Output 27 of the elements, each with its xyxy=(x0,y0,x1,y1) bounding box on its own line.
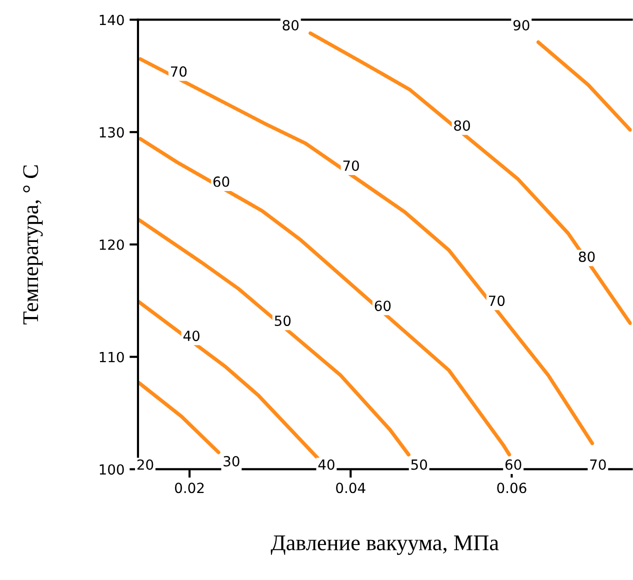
annotation: 60 xyxy=(374,300,391,312)
y-tick-label: 100 xyxy=(100,464,124,475)
annotation: 20 xyxy=(137,459,154,470)
annotation: 80 xyxy=(578,251,595,262)
x-tick-label: 0.02 xyxy=(174,482,204,494)
annotation: 70 xyxy=(343,160,359,171)
y-tick-label: 140 xyxy=(100,14,124,26)
annotation: 70 xyxy=(170,66,187,77)
annotation: 80 xyxy=(454,120,470,131)
y-tick-label: 120 xyxy=(100,239,124,250)
x-tick-label: 0.06 xyxy=(497,482,526,494)
annotation: 70 xyxy=(590,459,606,470)
annotation: 70 xyxy=(488,296,505,306)
y-tick-label: 130 xyxy=(100,127,124,138)
annotation: 30 xyxy=(224,456,240,467)
annotation: 60 xyxy=(213,176,230,187)
annotation: 50 xyxy=(274,316,291,326)
annotation: 40 xyxy=(318,459,334,470)
annotation: 40 xyxy=(183,330,200,342)
annotation: 90 xyxy=(513,20,530,30)
x-tick-label: 0.04 xyxy=(336,482,366,494)
x-axis-title: Давление вакуума, МПа xyxy=(270,536,499,555)
annotation: 80 xyxy=(282,20,299,30)
y-tick-label: 110 xyxy=(100,352,124,362)
annotation: 60 xyxy=(505,459,522,470)
annotation: 50 xyxy=(411,459,428,470)
y-axis-title: Температура, ° C xyxy=(23,165,43,324)
